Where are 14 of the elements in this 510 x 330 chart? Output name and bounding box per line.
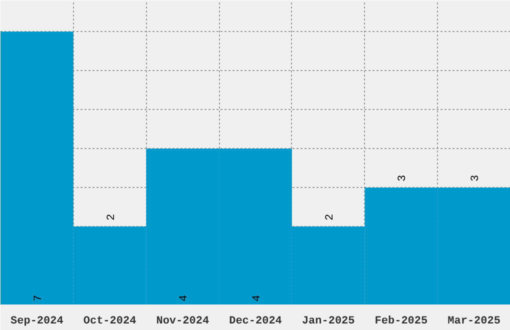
x-tick-label: Mar-2025	[448, 316, 501, 328]
x-tick-label: Feb-2025	[374, 316, 428, 328]
data-label: 4	[252, 294, 264, 302]
x-tick-label: Nov-2024	[156, 316, 210, 328]
x-tick-label: Sep-2024	[10, 316, 64, 328]
data-label: 3	[397, 174, 410, 182]
x-tick-label: Jan-2025	[302, 316, 356, 328]
data-label: 2	[324, 214, 336, 220]
data-label: 7	[32, 294, 45, 302]
data-label: 4	[178, 294, 191, 302]
data-label: 2	[106, 214, 118, 220]
x-tick-label: Dec-2024	[229, 316, 282, 328]
data-label: 3	[470, 174, 482, 182]
x-tick-label: Oct-2024	[83, 316, 137, 328]
